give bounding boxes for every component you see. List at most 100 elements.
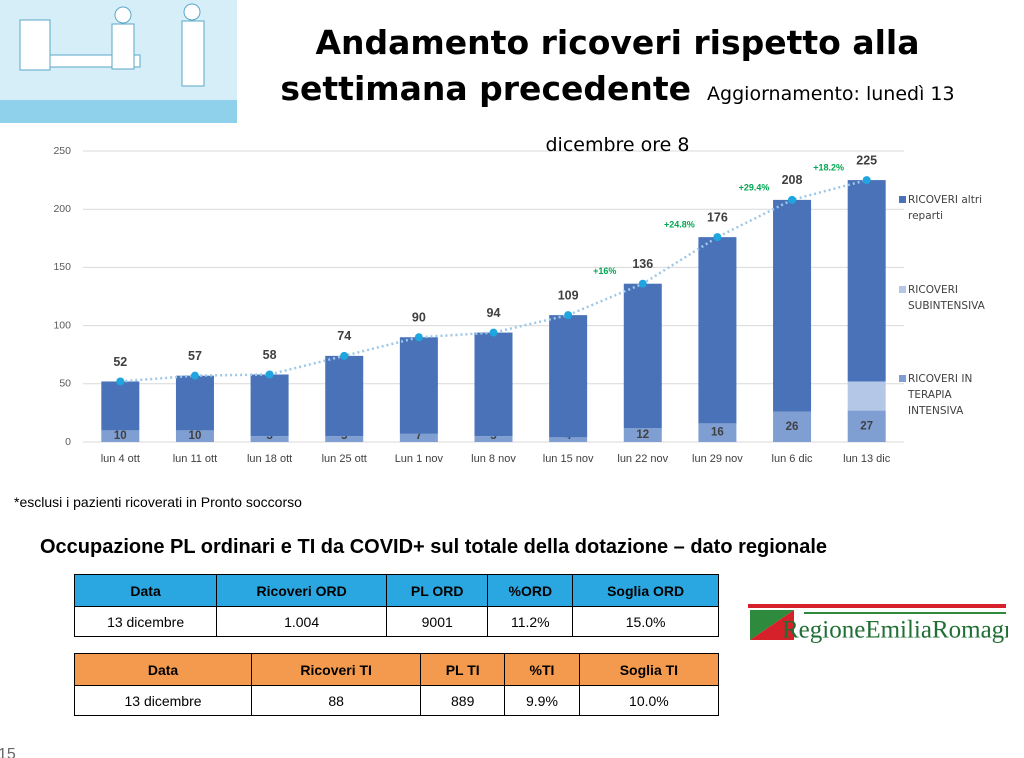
bar-segment [474, 436, 513, 442]
x-tick-label: lun 25 ott [322, 453, 367, 465]
bar-segment [847, 410, 886, 442]
footnote: *esclusi i pazienti ricoverati in Pronto… [14, 494, 302, 510]
total-label: 57 [188, 349, 202, 363]
table-cell: 15.0% [572, 606, 719, 637]
bar-segment [250, 436, 289, 442]
x-tick-label: Lun 1 nov [395, 453, 444, 465]
legend-label: RICOVERI SUBINTENSIVA [908, 284, 985, 312]
y-tick-label: 200 [53, 203, 71, 215]
total-label: 90 [412, 311, 426, 325]
title: Andamento ricoveri rispetto alla settima… [280, 23, 920, 108]
bar-segment [325, 355, 364, 437]
table-row: 13 dicembre 1.004 9001 11.2% 15.0% [73, 606, 719, 637]
total-label: 94 [487, 306, 501, 320]
bar-segment [549, 437, 588, 442]
bar-segment [698, 423, 737, 442]
legend-label: RICOVERI altri reparti [908, 194, 983, 222]
total-label: 109 [558, 288, 579, 302]
y-tick-label: 100 [53, 319, 71, 331]
table-header-cell: Soglia TI [578, 653, 720, 686]
growth-label: +18.2% [813, 162, 844, 172]
table-header-cell: Soglia ORD [572, 574, 719, 607]
x-tick-label: lun 29 nov [692, 453, 743, 465]
legend-swatch [899, 196, 906, 203]
x-tick-label: lun 11 ott [173, 453, 217, 465]
bar-label: 27 [860, 420, 873, 432]
total-point [862, 176, 871, 185]
legend-swatch [899, 286, 906, 293]
total-point [489, 328, 498, 337]
y-tick-label: 150 [53, 261, 71, 273]
growth-label: +24.8% [664, 220, 695, 230]
bar-segment [847, 180, 886, 382]
y-tick-label: 50 [59, 378, 71, 390]
table-header-cell: PL TI [420, 653, 506, 686]
data-table: Data Ricoveri ORD PL ORD %ORD Soglia ORD 13 d… [73, 574, 719, 637]
bar-segment [549, 315, 588, 438]
bar-segment [175, 375, 214, 431]
bar-segment [250, 374, 289, 437]
legend-entry: RICOVERI SUBINTENSIVA [899, 282, 990, 314]
table-cell: 9001 [386, 606, 489, 637]
logo: RegioneEmiliaRomagna [748, 604, 1008, 644]
total-label: 58 [263, 348, 277, 362]
total-point [564, 311, 573, 320]
total-point [116, 377, 125, 386]
bar-segment [847, 381, 886, 411]
total-label: 74 [337, 329, 351, 343]
table-cell: 889 [420, 685, 506, 716]
table-header-row: Data Ricoveri ORD PL ORD %ORD Soglia ORD [73, 574, 719, 607]
total-point [190, 371, 199, 380]
bar-segment [101, 430, 140, 442]
table-cell: 13 dicembre [73, 685, 253, 716]
total-label: 136 [632, 257, 653, 271]
total-label: 225 [856, 153, 877, 167]
bar-label: 26 [786, 421, 799, 433]
x-tick-label: lun 6 dic [772, 453, 813, 465]
table-cell: 9.9% [504, 685, 580, 716]
total-point [265, 370, 274, 379]
table-header-row: Data Ricoveri TI PL TI %TI Soglia TI [73, 653, 720, 686]
bar-label: 16 [711, 427, 724, 439]
x-tick-label: lun 15 nov [543, 453, 594, 465]
data-table: Data Ricoveri TI PL TI %TI Soglia TI 13 dicem… [73, 653, 720, 716]
table-header-cell: %TI [504, 653, 580, 686]
x-tick-label: lun 8 nov [471, 453, 516, 465]
x-tick-label: lun 22 nov [617, 453, 668, 465]
bar-segment [698, 237, 737, 424]
total-point [713, 233, 722, 242]
bar-label: 10 [114, 430, 127, 442]
bar-segment [325, 436, 364, 442]
bar-segment [399, 337, 438, 434]
header-image [0, 0, 237, 123]
subtitle: Aggiornamento: lunedì 13 dicembre ore 8 [545, 83, 955, 156]
total-label: 176 [707, 210, 728, 224]
legend-swatch [899, 375, 906, 382]
table-header-cell: Ricoveri ORD [216, 574, 388, 607]
page-number: 15 [0, 746, 16, 758]
growth-label: +29.4% [739, 182, 770, 192]
bar-segment [773, 199, 812, 412]
total-point [788, 195, 797, 204]
table-cell: 11.2% [487, 606, 574, 637]
table-header-cell: Ricoveri TI [251, 653, 422, 686]
bar-segment [175, 430, 214, 442]
total-label: 208 [782, 173, 803, 187]
bar-label: 12 [636, 429, 649, 441]
total-point [340, 351, 349, 360]
y-tick-label: 250 [53, 145, 71, 157]
bar-segment [623, 283, 662, 429]
legend-label: RICOVERI IN TERAPIA INTENSIVA [908, 373, 973, 417]
totals-line [120, 178, 868, 383]
bar-segment [399, 433, 438, 442]
section-title: Occupazione PL ordinari e TI da COVID+ s… [40, 536, 828, 558]
y-tick-label: 0 [65, 436, 71, 448]
bar-label: 10 [189, 430, 202, 442]
table-row: 13 dicembre 88 889 9.9% 10.0% [73, 685, 720, 716]
growth-label: +16% [593, 266, 616, 276]
table-header-cell: PL ORD [386, 574, 489, 607]
bar-label: 7 [416, 430, 422, 442]
bar-segment [623, 428, 662, 442]
bar-segment [474, 332, 513, 437]
